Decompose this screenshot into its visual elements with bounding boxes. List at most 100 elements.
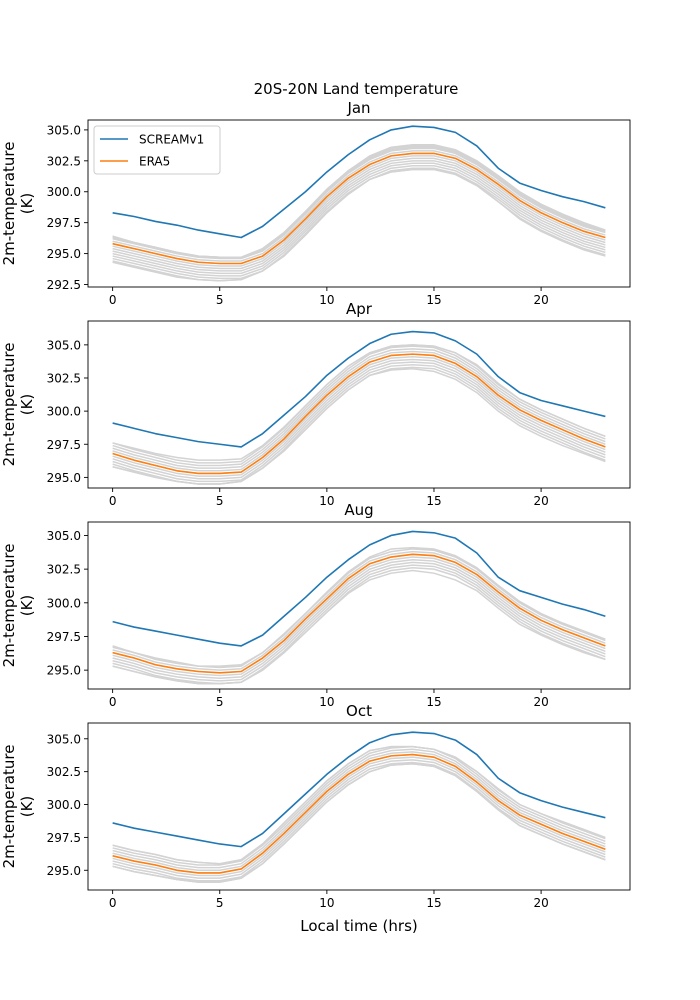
y-axis-label: 2m-temperature(K) bbox=[0, 343, 36, 467]
ensemble-member-line bbox=[112, 748, 606, 869]
y-tick-label: 302.5 bbox=[47, 371, 81, 385]
y-tick-label: 300.0 bbox=[47, 798, 81, 812]
ensemble-member-line bbox=[112, 759, 606, 879]
y-tick-label: 305.0 bbox=[47, 529, 81, 543]
x-tick-label: 0 bbox=[109, 695, 117, 709]
y-axis-label: 2m-temperature(K) bbox=[0, 544, 36, 668]
chart-panel-jan: 0 5 10 15 20 292.5 295.0 297.5 300.0 302.5 305.0 Ja… bbox=[0, 99, 631, 307]
x-tick-label: 20 bbox=[533, 896, 548, 910]
y-axis-label: 2m-temperature(K) bbox=[0, 142, 36, 266]
series-line-era5 bbox=[112, 353, 606, 475]
series-line-screamv1 bbox=[112, 530, 606, 647]
ensemble-member-line bbox=[112, 761, 606, 882]
ensemble-member-line bbox=[112, 358, 606, 480]
ensemble-lower-line bbox=[112, 569, 606, 685]
chart-panel-oct: 0 5 10 15 20 295.0 297.5 300.0 302.5 305.0 Oct 2m-t… bbox=[0, 702, 631, 935]
y-tick-label: 305.0 bbox=[47, 338, 81, 352]
series-line-era5 bbox=[112, 553, 606, 674]
ensemble-upper-line bbox=[112, 745, 606, 865]
ensemble-member-line bbox=[112, 550, 606, 671]
legend-label-era5: ERA5 bbox=[139, 155, 170, 169]
ensemble-member-line bbox=[112, 756, 606, 877]
ensemble-member-line bbox=[112, 745, 606, 866]
x-tick-label: 20 bbox=[533, 695, 548, 709]
chart-panel-apr: 0 5 10 15 20 295.0 297.5 300.0 302.5 305.0 Apr 2m-t… bbox=[0, 300, 631, 508]
x-tick-label: 0 bbox=[109, 293, 117, 307]
ensemble-member-line bbox=[112, 350, 606, 472]
chart-panel-aug: 0 5 10 15 20 295.0 297.5 300.0 302.5 305.0 Aug 2m-t… bbox=[0, 501, 631, 709]
legend: SCREAMv1 ERA5 bbox=[93, 125, 221, 175]
x-tick-label: 15 bbox=[426, 896, 441, 910]
y-axis-label-line: (K) bbox=[18, 796, 36, 818]
ensemble-member-line bbox=[112, 751, 606, 872]
series-line-era5 bbox=[112, 152, 606, 265]
ensemble-lower-line bbox=[112, 168, 606, 282]
y-axis-label-line: (K) bbox=[18, 193, 36, 215]
y-tick-label: 295.0 bbox=[47, 471, 81, 485]
ensemble-upper-line bbox=[112, 344, 606, 461]
ensemble-upper-line bbox=[112, 143, 606, 259]
series-line-era5 bbox=[112, 753, 606, 874]
ensemble-lower-line bbox=[112, 367, 606, 485]
axes-frame bbox=[87, 521, 631, 690]
x-tick-label: 5 bbox=[216, 494, 224, 508]
panel-title: Oct bbox=[346, 702, 372, 720]
ensemble-member-line bbox=[112, 167, 606, 280]
ensemble-member-line bbox=[112, 344, 606, 464]
ensemble-lower-line bbox=[112, 763, 606, 883]
y-axis-label-line: 2m-temperature bbox=[0, 343, 18, 467]
axes-frame bbox=[87, 320, 631, 489]
y-tick-label: 300.0 bbox=[47, 185, 81, 199]
ensemble-member-line bbox=[112, 564, 606, 685]
ensemble-member-line bbox=[112, 155, 606, 267]
y-tick-label: 302.5 bbox=[47, 563, 81, 577]
x-tick-label: 10 bbox=[319, 896, 334, 910]
y-tick-label: 297.5 bbox=[47, 831, 81, 845]
legend-label-screamv1: SCREAMv1 bbox=[139, 133, 204, 147]
ensemble-member-line bbox=[112, 157, 606, 270]
x-tick-label: 10 bbox=[319, 293, 334, 307]
x-axis-label: Local time (hrs) bbox=[300, 917, 418, 935]
panel-title: Jan bbox=[346, 99, 370, 117]
y-tick-label: 300.0 bbox=[47, 405, 81, 419]
x-tick-label: 15 bbox=[426, 695, 441, 709]
x-tick-label: 5 bbox=[216, 695, 224, 709]
x-tick-label: 20 bbox=[533, 494, 548, 508]
y-tick-label: 302.5 bbox=[47, 765, 81, 779]
x-tick-label: 10 bbox=[319, 695, 334, 709]
series-line-screamv1 bbox=[112, 731, 606, 848]
x-tick-label: 10 bbox=[319, 494, 334, 508]
series-line-screamv1 bbox=[112, 125, 606, 239]
y-axis-label-line: (K) bbox=[18, 394, 36, 416]
y-tick-label: 295.0 bbox=[47, 864, 81, 878]
ensemble-member-line bbox=[112, 160, 606, 272]
ensemble-member-line bbox=[112, 348, 606, 469]
x-tick-label: 15 bbox=[426, 494, 441, 508]
x-tick-label: 5 bbox=[216, 896, 224, 910]
ensemble-member-line bbox=[112, 147, 606, 260]
y-axis-label-line: 2m-temperature bbox=[0, 544, 18, 668]
x-tick-label: 20 bbox=[533, 293, 548, 307]
x-tick-label: 5 bbox=[216, 293, 224, 307]
ensemble-member-line bbox=[112, 345, 606, 467]
ensemble-member-line bbox=[112, 150, 606, 262]
y-axis-label-line: (K) bbox=[18, 595, 36, 617]
y-tick-label: 292.5 bbox=[47, 278, 81, 292]
y-tick-label: 297.5 bbox=[47, 630, 81, 644]
ensemble-member-line bbox=[112, 356, 606, 477]
ensemble-member-line bbox=[112, 561, 606, 682]
y-tick-label: 297.5 bbox=[47, 216, 81, 230]
axes-frame bbox=[87, 119, 631, 288]
x-tick-label: 15 bbox=[426, 293, 441, 307]
legend-box bbox=[93, 125, 221, 175]
y-axis-label: 2m-temperature(K) bbox=[0, 745, 36, 869]
ensemble-upper-line bbox=[112, 546, 606, 667]
y-tick-label: 297.5 bbox=[47, 438, 81, 452]
y-tick-label: 302.5 bbox=[47, 154, 81, 168]
ensemble-member-line bbox=[112, 361, 606, 483]
y-axis-label-line: 2m-temperature bbox=[0, 745, 18, 869]
y-axis-label-line: 2m-temperature bbox=[0, 142, 18, 266]
y-tick-label: 300.0 bbox=[47, 596, 81, 610]
